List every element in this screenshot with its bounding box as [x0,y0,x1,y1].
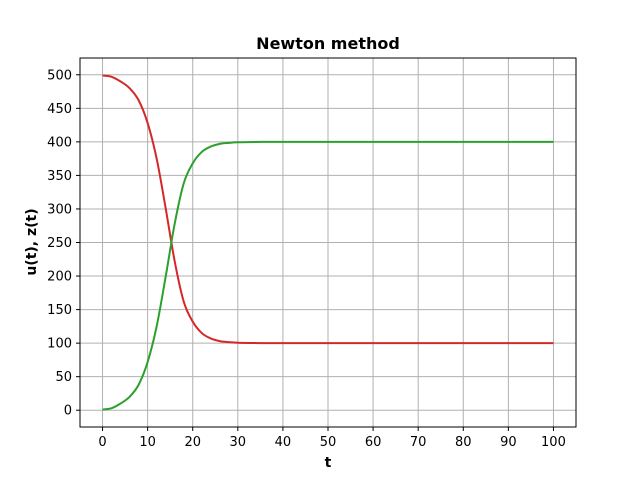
y-tick-label: 400 [47,135,72,150]
series-line-1 [102,74,554,345]
y-tick-label: 50 [55,370,72,385]
x-tick-label: 30 [230,435,247,450]
y-tick-label: 300 [47,202,72,217]
x-tick-label: 50 [320,435,337,450]
x-axis-ticks: 0 10 20 30 40 50 60 70 80 90 100 [98,427,566,450]
x-tick-label: 100 [541,435,566,450]
y-axis-ticks: 0 50 100 150 200 250 300 350 400 450 500 [47,68,80,419]
x-tick-label: 20 [184,435,201,450]
chart-title: Newton method [256,34,400,53]
x-tick-label: 40 [275,435,292,450]
x-tick-label: 70 [410,435,427,450]
y-tick-label: 450 [47,102,72,117]
y-tick-label: 100 [47,337,72,352]
y-tick-label: 0 [64,404,72,419]
x-tick-label: 80 [455,435,472,450]
y-axis-label: u(t), z(t) [24,208,40,275]
x-tick-label: 10 [139,435,156,450]
y-tick-label: 150 [47,303,72,318]
y-tick-label: 350 [47,169,72,184]
series-layer [102,74,554,411]
x-tick-label: 0 [98,435,106,450]
series-line-2 [102,140,554,411]
y-tick-label: 200 [47,270,72,285]
y-tick-label: 250 [47,236,72,251]
x-tick-label: 90 [500,435,517,450]
y-tick-label: 500 [47,68,72,83]
x-tick-label: 60 [365,435,382,450]
grid [80,58,576,427]
x-axis-label: t [325,455,332,471]
